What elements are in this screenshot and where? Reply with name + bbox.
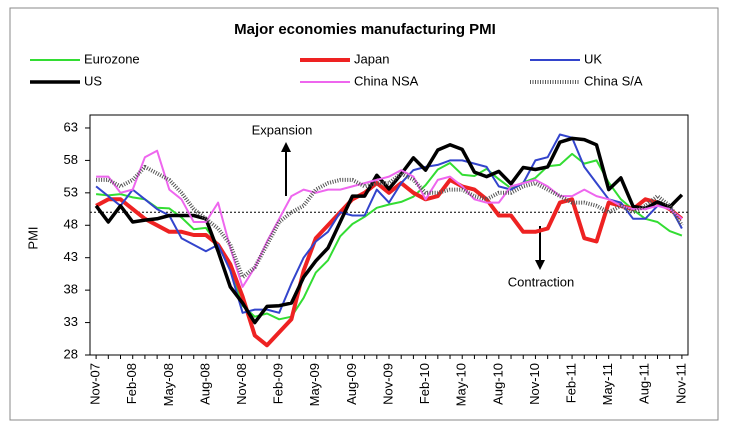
- y-tick-label: 33: [64, 314, 78, 329]
- x-tick-label: Aug-11: [637, 363, 652, 404]
- series-line: [96, 164, 684, 280]
- x-tick-label: Feb-09: [271, 363, 286, 404]
- y-tick-label: 48: [64, 217, 78, 232]
- x-tick-label: Feb-08: [124, 363, 139, 404]
- series-line: [96, 149, 683, 288]
- series-line: [94, 136, 684, 325]
- x-tick-label: May-09: [307, 363, 322, 406]
- legend-label: China S/A: [584, 73, 643, 88]
- y-tick-label: 38: [64, 282, 78, 297]
- x-tick-label: Feb-10: [417, 363, 432, 404]
- x-tick-label: Nov-09: [380, 363, 395, 405]
- annotation: Expansion: [252, 122, 313, 137]
- x-tick-label: Feb-11: [563, 363, 578, 403]
- y-axis-label: PMI: [25, 226, 40, 249]
- arrow-head: [535, 260, 545, 270]
- x-tick-label: Nov-11: [673, 363, 688, 404]
- series-line: [95, 152, 683, 321]
- x-tick-label: May-08: [161, 363, 176, 406]
- x-tick-label: Nov-08: [234, 363, 249, 405]
- x-tick-label: May-11: [600, 363, 615, 405]
- legend-label: US: [84, 73, 102, 88]
- legend-label: UK: [584, 51, 602, 66]
- legend-label: Eurozone: [84, 51, 140, 66]
- y-tick-label: 58: [64, 152, 78, 167]
- x-tick-label: Nov-10: [527, 363, 542, 405]
- x-tick-label: Aug-10: [490, 363, 505, 405]
- y-tick-label: 28: [64, 346, 78, 361]
- series-line: [95, 133, 683, 314]
- y-tick-label: 53: [64, 184, 78, 199]
- x-tick-label: May-10: [454, 363, 469, 406]
- legend-label: Japan: [354, 51, 389, 66]
- y-tick-label: 63: [64, 119, 78, 134]
- y-tick-label: 43: [64, 249, 78, 264]
- x-tick-label: Aug-08: [197, 363, 212, 405]
- series-line: [95, 177, 684, 348]
- chart-title: Major economies manufacturing PMI: [234, 21, 496, 38]
- x-tick-label: Nov-07: [88, 363, 103, 405]
- annotation: Contraction: [508, 274, 574, 289]
- legend-label: China NSA: [354, 73, 419, 88]
- arrow-head: [281, 142, 291, 152]
- x-tick-label: Aug-09: [344, 363, 359, 405]
